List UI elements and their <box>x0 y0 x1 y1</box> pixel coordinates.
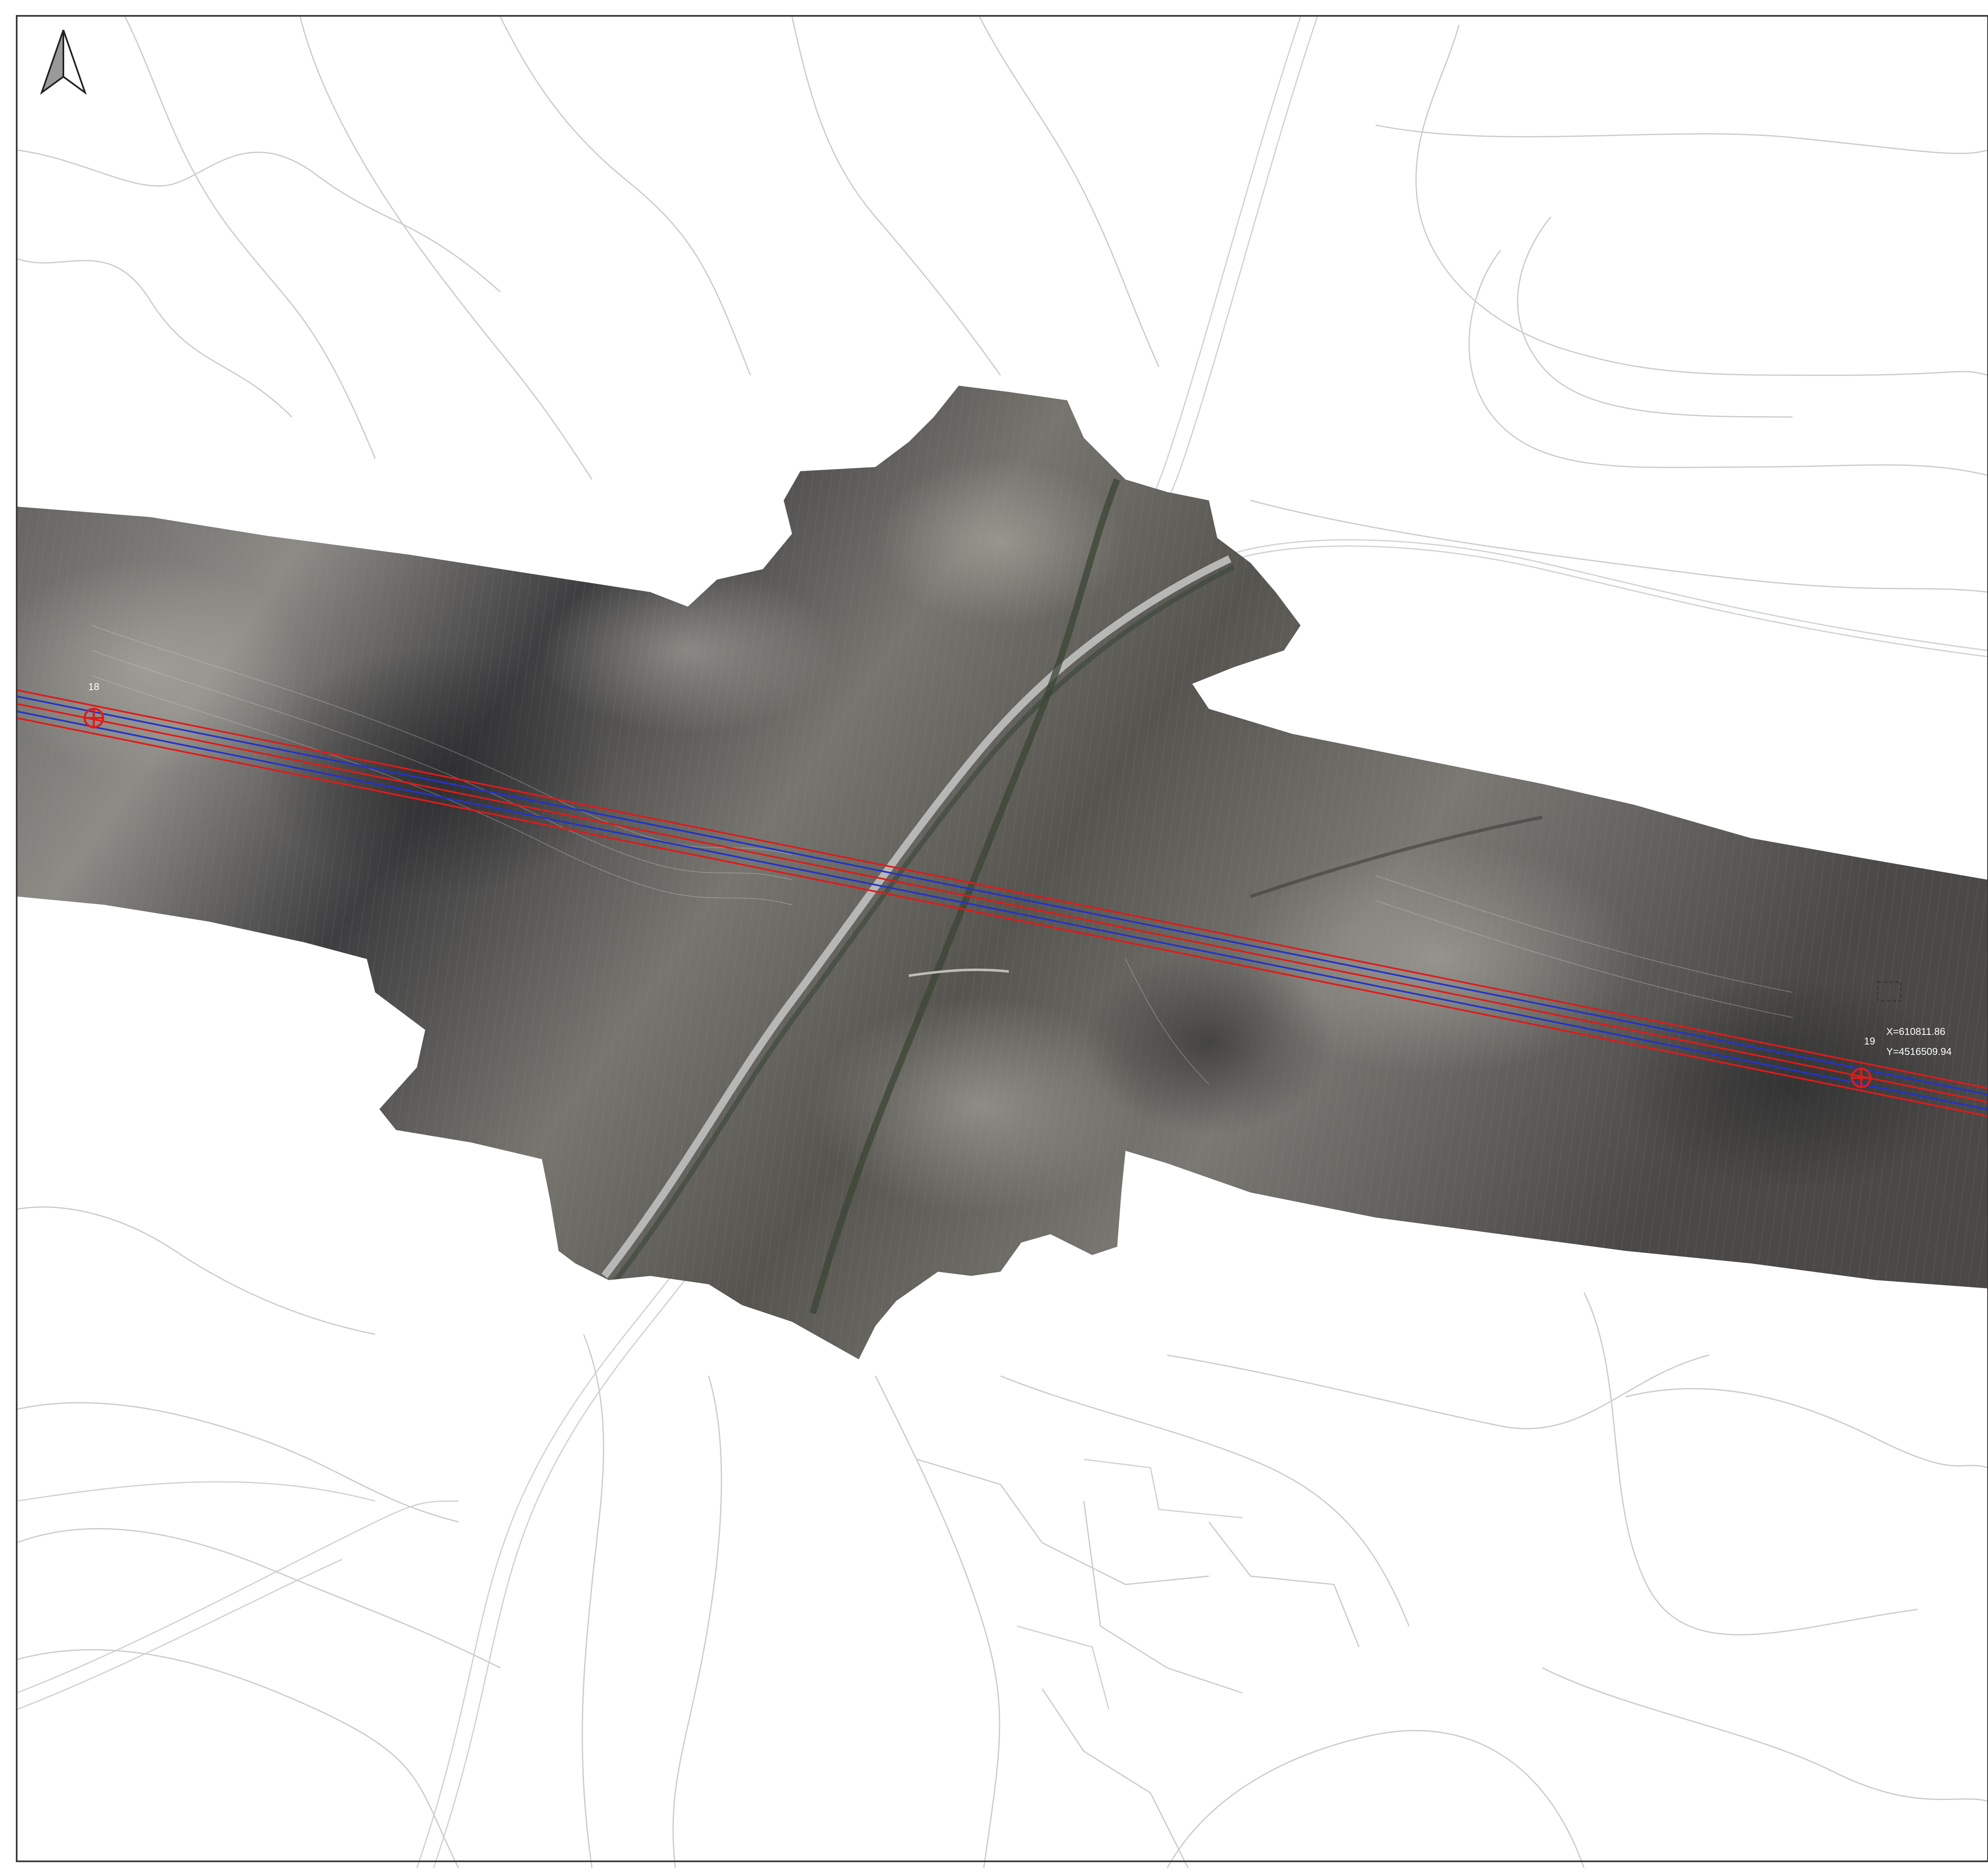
tower-19-marker[interactable]: 19 X=610811.86 Y=4516509.94 <box>1851 1026 1952 1088</box>
corridor-edge-red-north <box>16 689 1988 1089</box>
conductor-blue-north <box>16 695 1988 1095</box>
conductor-blue-south <box>16 711 1988 1110</box>
contour-lines <box>16 16 1988 1868</box>
tower-18-marker[interactable]: 18 <box>83 681 104 728</box>
corridor-edge-red-south <box>16 717 1988 1117</box>
tower-19-label: 19 <box>1864 1036 1875 1047</box>
conductor-red-center <box>16 703 1988 1103</box>
north-arrow-icon <box>40 30 87 95</box>
tower-18-label: 18 <box>88 681 100 693</box>
small-structure <box>1877 981 1902 1002</box>
map-frame-border <box>16 15 1988 1862</box>
power-line-corridor <box>16 689 1988 1117</box>
tower-19-coord-y: Y=4516509.94 <box>1886 1046 1952 1057</box>
tower-19-coord-x: X=610811.86 <box>1886 1026 1945 1037</box>
